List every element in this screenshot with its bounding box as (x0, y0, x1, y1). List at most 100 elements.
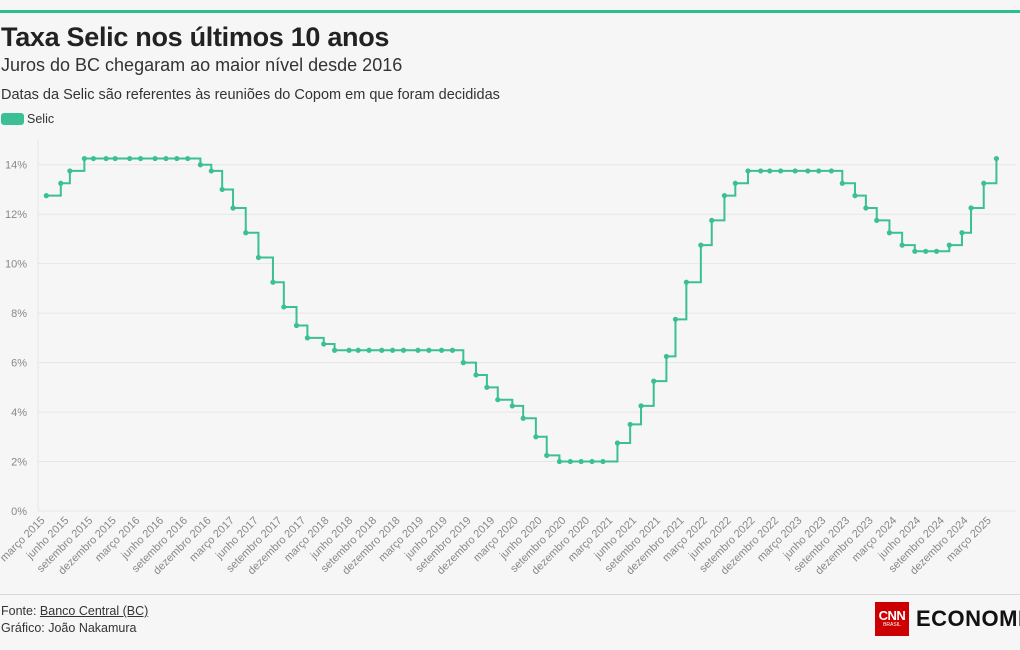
selic-data-point (426, 347, 432, 353)
selic-data-point (331, 347, 338, 353)
selic-data-point (460, 360, 466, 366)
selic-data-point (43, 193, 49, 199)
selic-data-point (197, 162, 204, 168)
selic-data-point (174, 155, 180, 162)
selic-data-point (767, 168, 773, 174)
selic-data-point (805, 168, 811, 174)
selic-data-point (672, 316, 679, 322)
y-tick-label: 14% (5, 160, 27, 172)
selic-data-point (651, 378, 657, 384)
selic-data-point (912, 248, 918, 254)
y-tick-label: 4% (11, 407, 27, 419)
selic-data-point (886, 230, 893, 236)
credit-line: Gráfico: João Nakamura (1, 621, 137, 635)
selic-data-point (103, 155, 109, 162)
selic-data-point (663, 353, 670, 360)
selic-data-point (58, 180, 64, 186)
footer-divider (0, 594, 1020, 595)
selic-data-point (81, 155, 87, 162)
selic-data-point (449, 347, 456, 353)
selic-data-point (638, 403, 644, 409)
selic-data-point (346, 347, 352, 353)
chart-note: Datas da Selic são referentes às reuniõe… (1, 87, 500, 103)
cnn-logo-text: CNN (878, 608, 906, 623)
y-tick-label: 8% (11, 308, 27, 320)
selic-data-point (366, 347, 372, 353)
legend[interactable]: Selic (1, 112, 54, 126)
selic-data-point (137, 155, 144, 162)
selic-data-point (683, 279, 689, 285)
selic-data-point (509, 403, 515, 409)
selic-data-point (993, 155, 1000, 162)
selic-data-point (968, 205, 974, 211)
y-tick-label: 6% (11, 358, 27, 370)
selic-data-point (379, 347, 385, 353)
selic-data-point (415, 347, 421, 353)
selic-data-point (578, 458, 584, 465)
selic-data-point (745, 168, 751, 174)
selic-data-point (185, 155, 191, 162)
selic-data-point (981, 180, 987, 186)
selic-data-point (230, 205, 236, 211)
selic-data-point (270, 279, 276, 285)
selic-data-point (208, 168, 214, 174)
selic-data-point (589, 458, 595, 465)
cnn-brasil-text: BRASIL (883, 622, 901, 628)
cnn-logo-box: CNN BRASIL (875, 602, 909, 636)
selic-data-point (293, 322, 300, 329)
source-line: Fonte: Banco Central (BC) (1, 604, 148, 618)
selic-step-line (46, 157, 998, 463)
selic-data-point (495, 397, 501, 403)
economia-wordmark: ECONOMIA (916, 606, 1020, 631)
selic-data-point (484, 384, 490, 390)
selic-data-point (627, 421, 633, 428)
selic-data-point (946, 242, 952, 248)
y-tick-label: 0% (11, 506, 27, 518)
chart-title: Taxa Selic nos últimos 10 anos (1, 22, 390, 52)
selic-data-point (281, 304, 287, 310)
selic-data-point (390, 347, 396, 353)
selic-data-point (732, 180, 738, 186)
selic-data-point (67, 168, 73, 174)
selic-data-point (614, 440, 621, 446)
selic-data-point (90, 155, 97, 162)
selic-data-point (698, 242, 704, 248)
selic-data-point (874, 217, 880, 223)
selic-data-point (567, 458, 573, 465)
selic-data-point (243, 230, 249, 236)
selic-data-point (533, 434, 539, 440)
selic-data-point (709, 217, 715, 223)
selic-data-point (304, 335, 310, 341)
selic-data-point (219, 186, 225, 193)
selic-data-point (556, 458, 563, 465)
selic-data-point (899, 242, 905, 248)
y-tick-label: 10% (5, 259, 27, 271)
selic-data-point (959, 230, 965, 236)
selic-data-point (255, 254, 262, 261)
selic-data-point (600, 458, 606, 465)
source-prefix: Fonte: (1, 604, 40, 618)
selic-data-point (544, 452, 550, 458)
y-tick-label: 2% (11, 457, 27, 469)
selic-data-point (400, 347, 407, 353)
cnn-economia-logo: CNN BRASIL ECONOMIA (875, 602, 1020, 636)
source-link[interactable]: Banco Central (BC) (39, 604, 149, 618)
top-accent-rule (0, 10, 1020, 13)
selic-data-point (828, 168, 835, 174)
selic-data-point (473, 372, 479, 378)
selic-data-point (816, 168, 822, 174)
selic-data-point (438, 347, 445, 353)
selic-data-point (163, 155, 169, 162)
selic-data-point (863, 205, 869, 211)
selic-data-point (721, 193, 728, 199)
legend-label-selic: Selic (27, 112, 55, 126)
y-tick-label: 12% (5, 209, 27, 221)
selic-data-point (127, 155, 133, 162)
selic-data-point (355, 347, 361, 353)
selic-data-point (321, 341, 327, 347)
selic-data-point (758, 168, 764, 174)
selic-data-point (520, 415, 526, 421)
selic-data-point (923, 248, 929, 254)
selic-data-point (933, 248, 940, 254)
